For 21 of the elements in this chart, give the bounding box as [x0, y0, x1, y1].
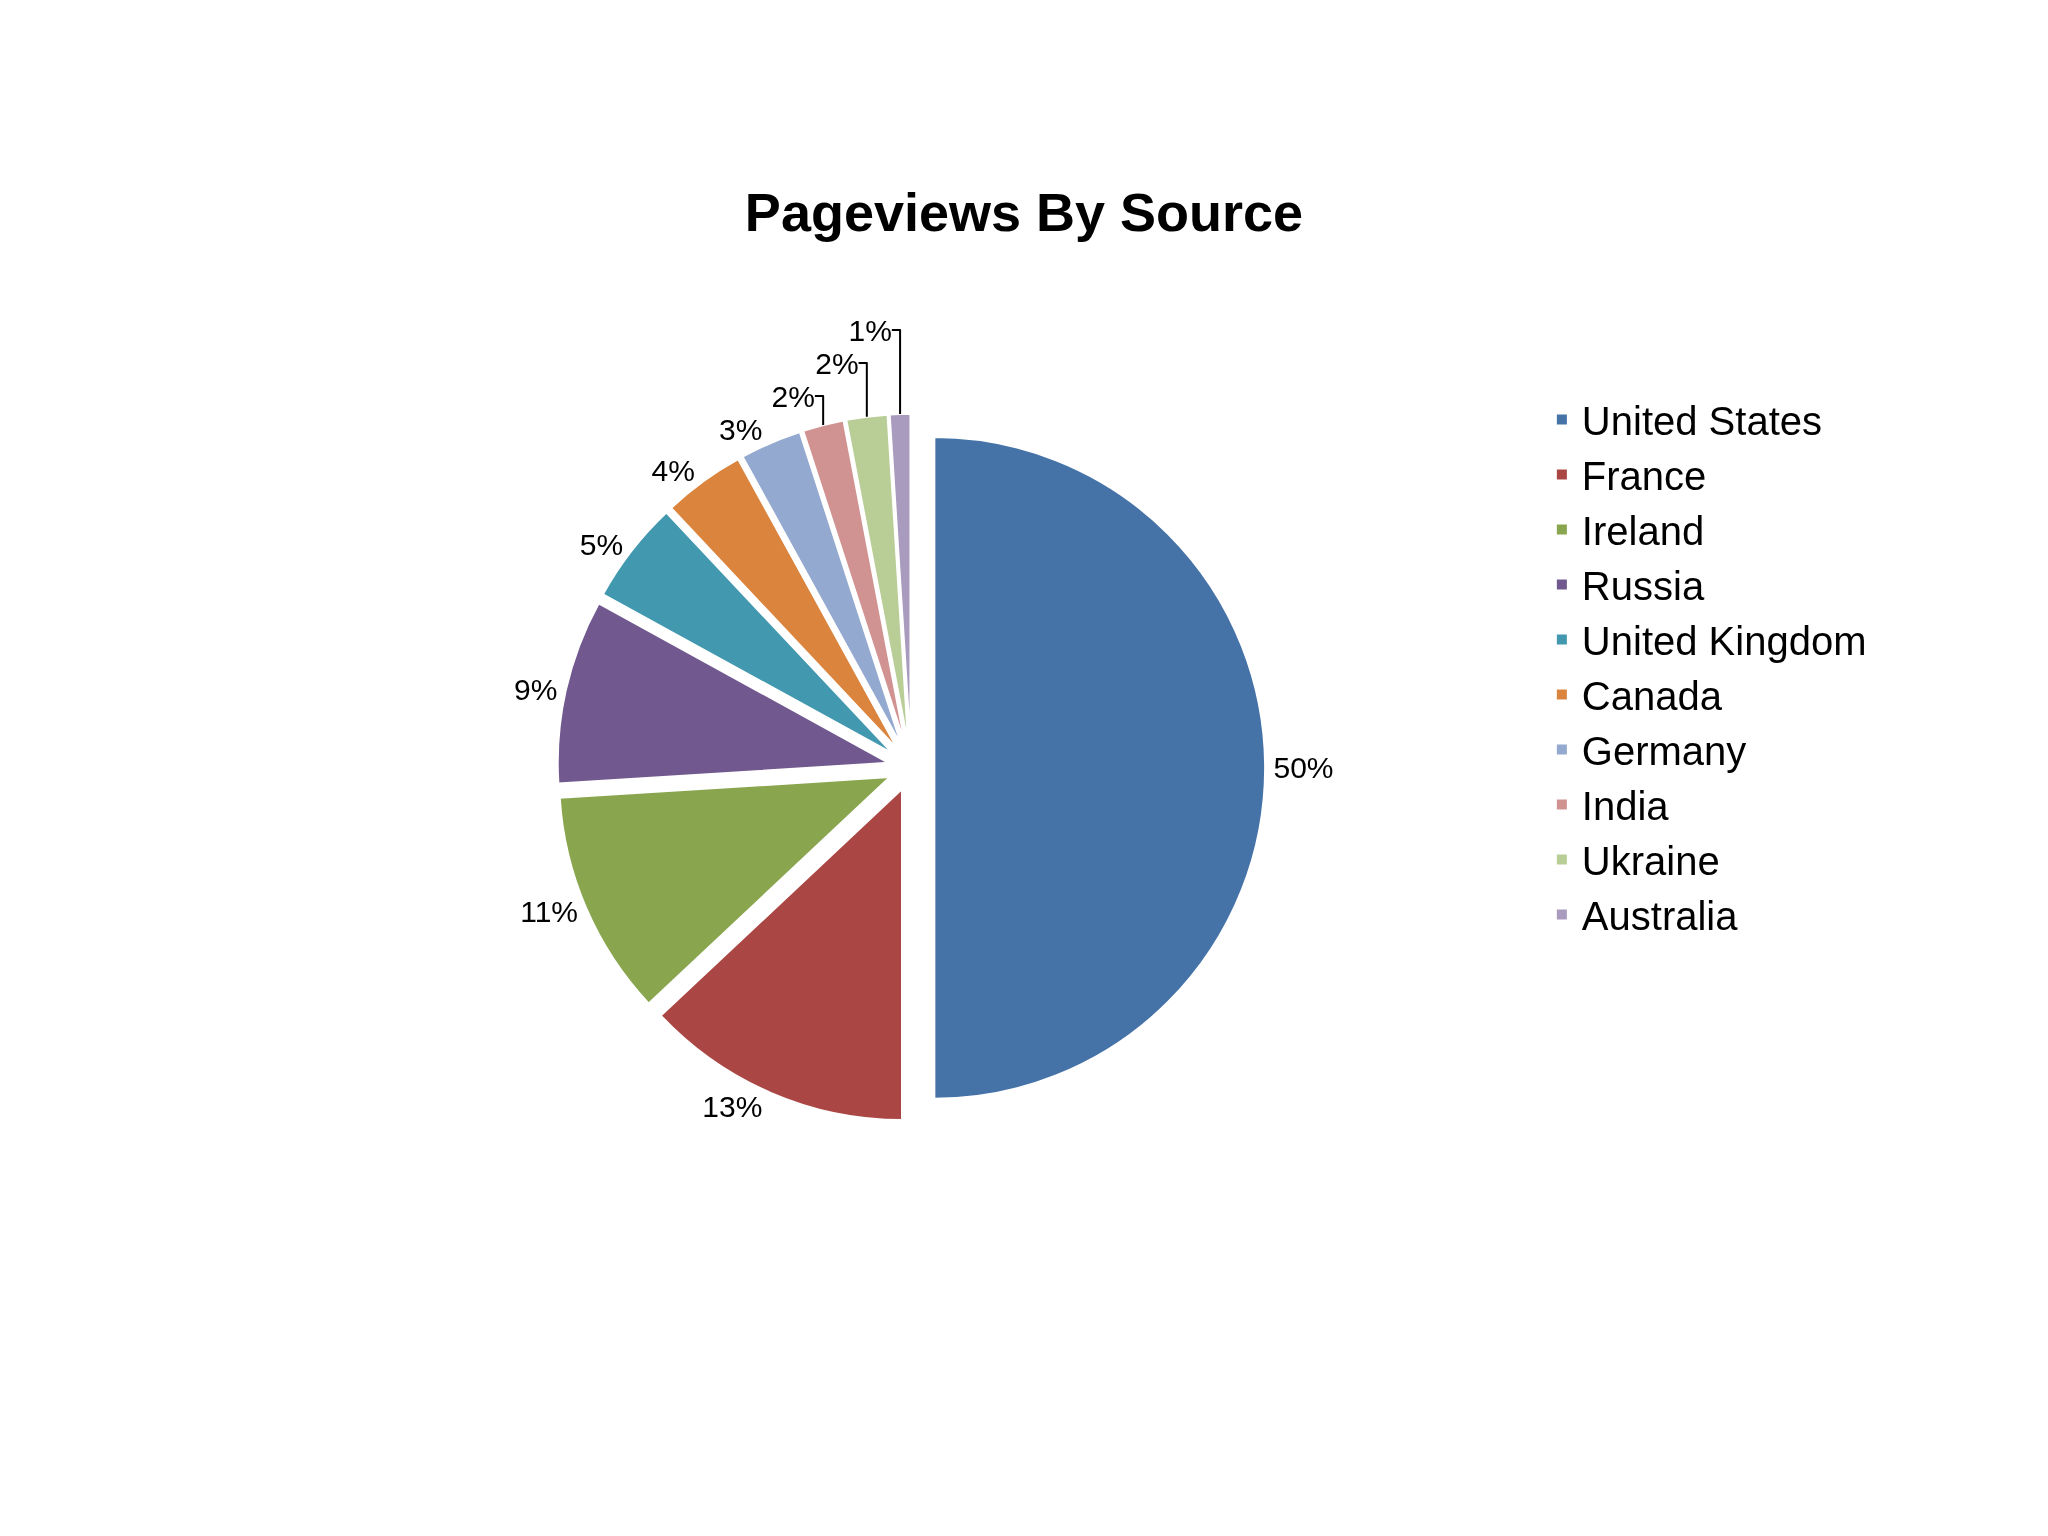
- legend-label: Ireland: [1581, 509, 1705, 554]
- data-label: 9%: [514, 673, 558, 707]
- legend-label: United States: [1581, 399, 1822, 444]
- legend-label: India: [1581, 784, 1670, 829]
- data-label: 5%: [579, 528, 624, 562]
- data-label: 11%: [520, 894, 579, 928]
- legend-label: United Kingdom: [1581, 619, 1867, 664]
- legend-label: France: [1581, 454, 1707, 499]
- data-label: 3%: [718, 412, 763, 446]
- legend-label: Canada: [1581, 674, 1723, 719]
- data-label: 13%: [702, 1090, 763, 1124]
- legend-label: Ukraine: [1581, 839, 1720, 884]
- data-label: 2%: [771, 379, 815, 413]
- legend-label: Australia: [1581, 894, 1739, 939]
- data-label: 50%: [1273, 751, 1334, 785]
- data-label: 2%: [815, 346, 859, 380]
- chart-title: Pageviews By Source: [744, 181, 1304, 242]
- legend-label: Russia: [1581, 564, 1705, 609]
- data-label: 1%: [848, 313, 892, 347]
- legend-label: Germany: [1581, 729, 1747, 774]
- data-label: 4%: [651, 454, 695, 488]
